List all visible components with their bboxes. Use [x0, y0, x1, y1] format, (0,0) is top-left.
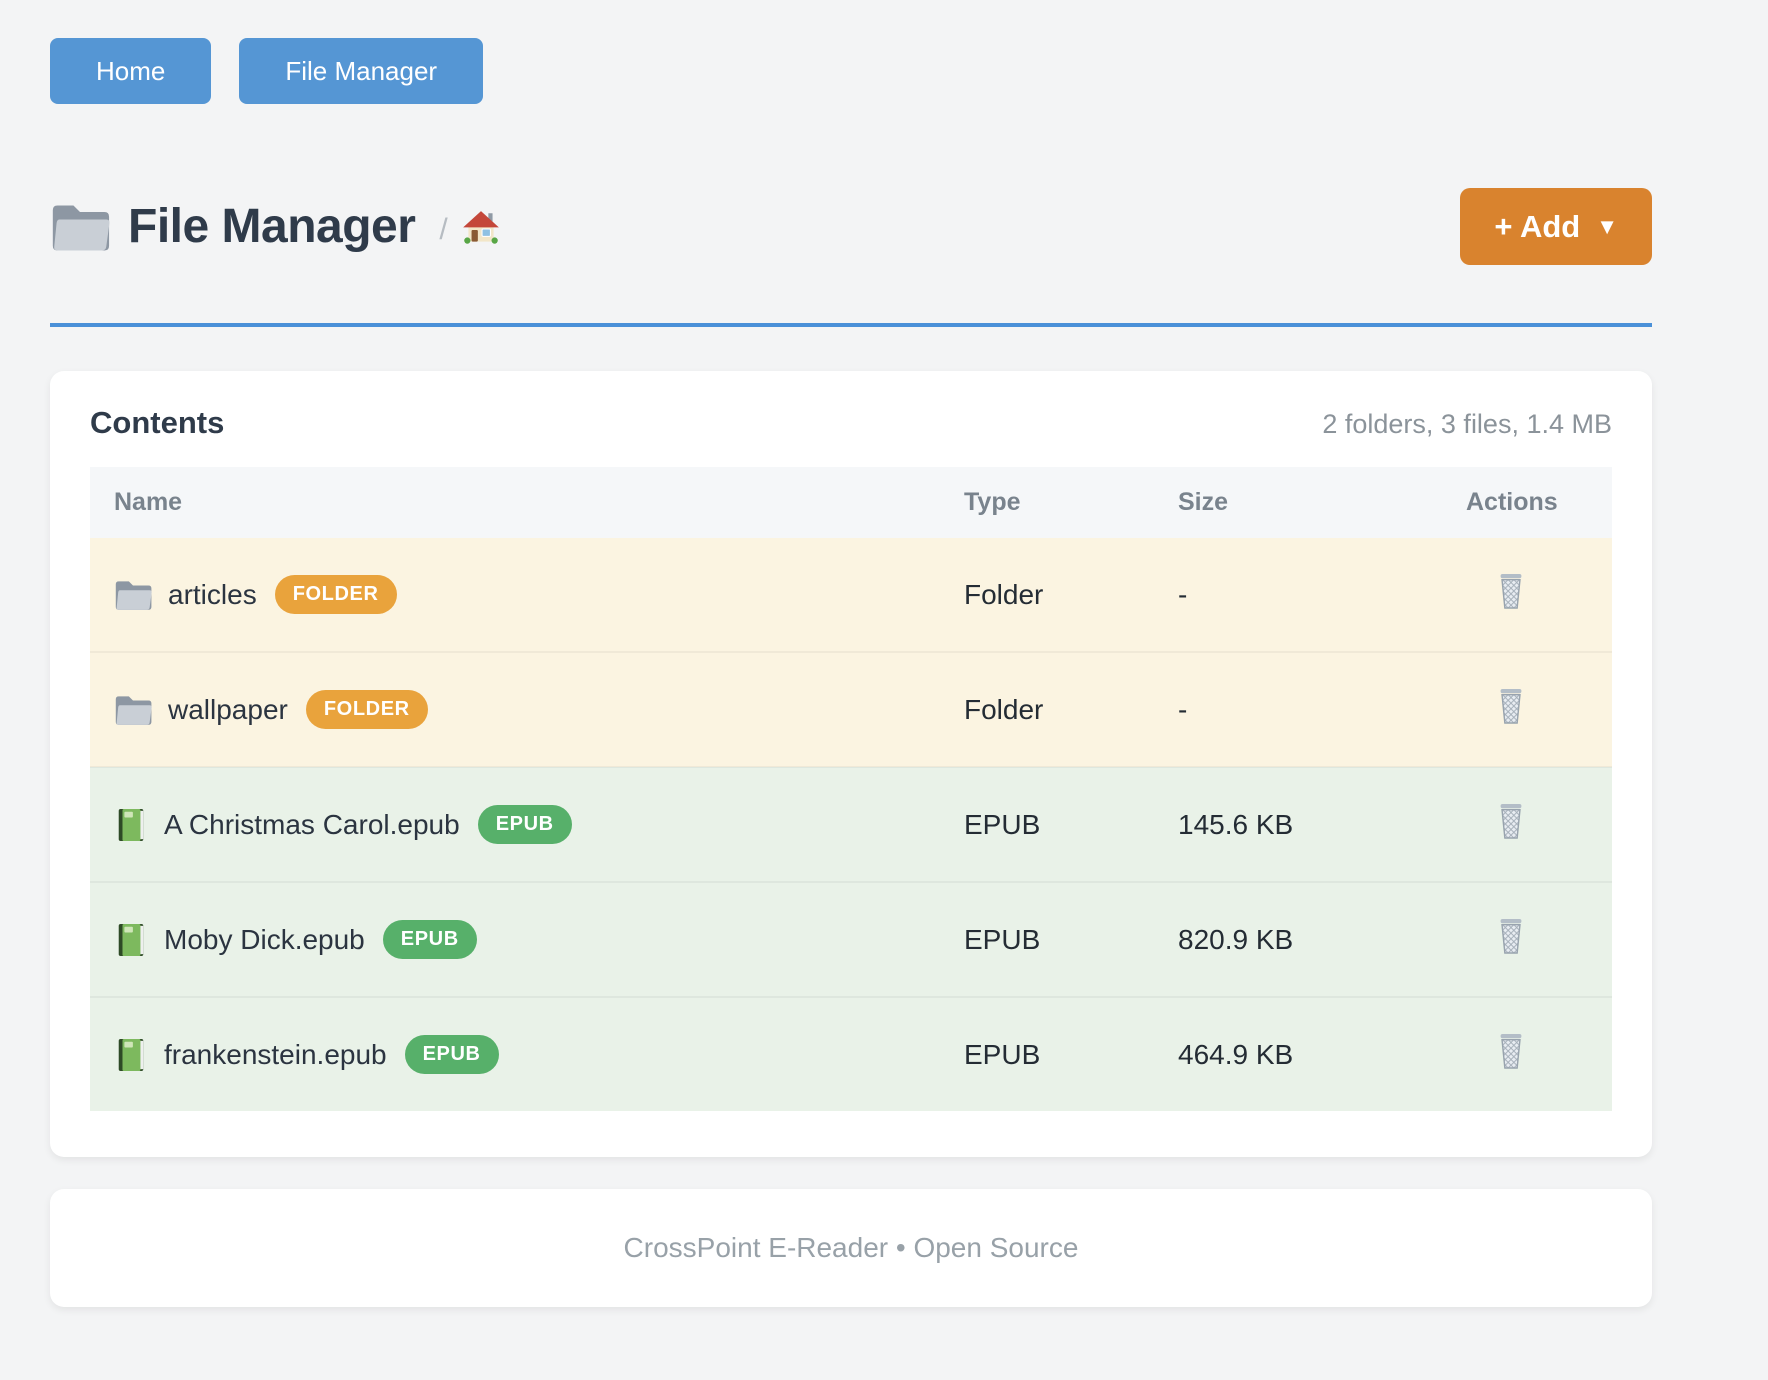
table-row[interactable]: frankenstein.epub EPUB EPUB 464.9 KB [90, 996, 1612, 1111]
file-size: - [1178, 578, 1188, 610]
trash-icon [1494, 571, 1528, 611]
add-button-label: + Add [1494, 208, 1581, 244]
page-title-group: File Manager / [50, 199, 502, 254]
add-button[interactable]: + Add ▼ [1460, 188, 1652, 265]
delete-button[interactable] [1494, 916, 1528, 956]
type-badge: FOLDER [274, 575, 397, 614]
table-header-row: Name Type Size Actions [90, 467, 1612, 538]
file-name[interactable]: frankenstein.epub [164, 1038, 387, 1070]
table-row[interactable]: wallpaper FOLDER Folder - [90, 651, 1612, 767]
column-header-name: Name [90, 467, 952, 538]
table-row[interactable]: articles FOLDER Folder - [90, 538, 1612, 652]
column-header-actions: Actions [1454, 467, 1612, 538]
trash-icon [1494, 801, 1528, 841]
type-badge: EPUB [477, 805, 572, 844]
delete-button[interactable] [1494, 801, 1528, 841]
contents-card-header: Contents 2 folders, 3 files, 1.4 MB [90, 405, 1612, 441]
type-badge: EPUB [382, 920, 477, 959]
delete-button[interactable] [1494, 1031, 1528, 1071]
file-name[interactable]: Moby Dick.epub [164, 923, 365, 955]
folder-icon [114, 577, 152, 613]
breadcrumb-separator: / [439, 212, 448, 246]
delete-button[interactable] [1494, 571, 1528, 611]
file-type: Folder [964, 578, 1044, 610]
file-type: EPUB [952, 996, 1166, 1111]
file-type: EPUB [952, 766, 1166, 882]
green-book-icon [114, 806, 148, 844]
caret-down-icon: ▼ [1596, 213, 1618, 239]
trash-icon [1494, 916, 1528, 956]
contents-summary: 2 folders, 3 files, 1.4 MB [1322, 409, 1612, 439]
file-size: 820.9 KB [1166, 881, 1454, 997]
table-row[interactable]: Moby Dick.epub EPUB EPUB 820.9 KB [90, 881, 1612, 997]
type-badge: FOLDER [305, 690, 428, 729]
file-size: 145.6 KB [1166, 766, 1454, 882]
file-table: Name Type Size Actions [90, 467, 1612, 1111]
table-row[interactable]: A Christmas Carol.epub EPUB EPUB 145.6 K… [90, 766, 1612, 882]
folder-icon [114, 692, 152, 728]
file-name[interactable]: articles [168, 578, 257, 610]
page: Home File Manager File Manager / [50, 38, 1652, 1307]
footer: CrossPoint E-Reader • Open Source [50, 1189, 1652, 1307]
trash-icon [1494, 686, 1528, 726]
folder-icon [50, 200, 110, 254]
nav-home-button[interactable]: Home [50, 38, 212, 104]
breadcrumb-nav: Home File Manager [50, 38, 1652, 104]
file-name[interactable]: A Christmas Carol.epub [164, 808, 460, 840]
green-book-icon [114, 1036, 148, 1074]
file-name[interactable]: wallpaper [168, 693, 288, 725]
column-header-type: Type [952, 467, 1166, 538]
file-table-body: articles FOLDER Folder - [90, 538, 1612, 1111]
green-book-icon [114, 921, 148, 959]
file-size: 464.9 KB [1166, 996, 1454, 1111]
footer-text: CrossPoint E-Reader • Open Source [623, 1232, 1079, 1263]
trash-icon [1494, 1031, 1528, 1071]
page-title: File Manager [128, 200, 416, 253]
column-header-size: Size [1166, 467, 1454, 538]
page-header: File Manager / + Add ▼ [50, 188, 1652, 327]
contents-card: Contents 2 folders, 3 files, 1.4 MB Name… [50, 371, 1652, 1157]
nav-file-manager-button[interactable]: File Manager [239, 38, 484, 104]
file-type: Folder [952, 651, 1166, 767]
delete-button[interactable] [1494, 686, 1528, 726]
file-type: EPUB [952, 881, 1166, 997]
house-icon[interactable] [460, 208, 502, 250]
contents-heading: Contents [90, 405, 225, 440]
file-size: - [1166, 651, 1454, 767]
type-badge: EPUB [404, 1035, 499, 1074]
